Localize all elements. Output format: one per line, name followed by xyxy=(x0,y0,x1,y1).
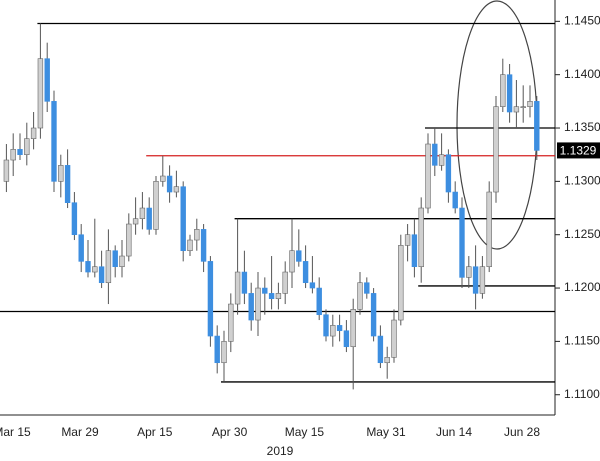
x-tick-label: May 15 xyxy=(285,425,325,439)
candle-body xyxy=(472,266,479,294)
candle-body xyxy=(139,207,146,220)
candle-body xyxy=(282,271,288,294)
candle-body xyxy=(330,325,336,337)
candle-body xyxy=(180,186,186,252)
candle-body xyxy=(398,245,404,321)
candle-body xyxy=(194,229,200,241)
candle-body xyxy=(268,293,275,300)
candle-body xyxy=(24,138,30,155)
x-axis-label: 2019 xyxy=(267,444,294,458)
candle-body xyxy=(404,234,411,246)
candle-body xyxy=(302,261,309,284)
candle-body xyxy=(534,101,540,151)
candle-body xyxy=(126,223,132,257)
x-tick-label: Mar 15 xyxy=(0,425,31,439)
candle-body xyxy=(438,154,445,166)
candle-body xyxy=(323,314,329,337)
candle-body xyxy=(479,266,486,294)
candle-body xyxy=(71,202,78,236)
candle-body xyxy=(377,335,384,364)
candle-body xyxy=(78,234,84,262)
candle-body xyxy=(262,287,268,294)
candle-body xyxy=(51,101,57,182)
candle-body xyxy=(275,293,282,300)
candle-body xyxy=(92,266,98,273)
candle-body xyxy=(98,266,105,284)
candle-body xyxy=(500,74,506,107)
y-tick-label: 1.1300 xyxy=(564,174,600,188)
candle-body xyxy=(466,266,472,278)
candle-body xyxy=(296,250,302,262)
y-tick-label: 1.1450 xyxy=(564,14,600,28)
candle-body xyxy=(520,106,526,108)
candle-body xyxy=(146,207,152,230)
candle-body xyxy=(241,271,248,294)
y-tick-label: 1.1350 xyxy=(564,120,600,134)
candle-body xyxy=(119,255,125,268)
candle-body xyxy=(527,101,533,107)
candle-body xyxy=(10,149,16,161)
candle-body xyxy=(391,319,397,358)
candle-body xyxy=(493,106,499,193)
y-tick-label: 1.1100 xyxy=(564,387,600,401)
candle-body xyxy=(58,165,64,182)
candle-body xyxy=(153,181,159,230)
candle-body xyxy=(255,287,261,321)
candle-body xyxy=(200,229,207,262)
candle-body xyxy=(248,293,254,321)
y-tick-label: 1.1150 xyxy=(564,334,600,348)
candle-body xyxy=(459,207,465,278)
candle-body xyxy=(30,127,37,139)
candle-body xyxy=(452,191,458,209)
candle-body xyxy=(17,149,23,155)
x-tick-label: Jun 14 xyxy=(436,425,472,439)
x-tick-label: Jun 28 xyxy=(504,425,540,439)
candle-body xyxy=(112,250,118,268)
candle-body xyxy=(289,250,295,273)
candle-body xyxy=(3,159,10,182)
candle-body xyxy=(364,282,370,294)
candle-body xyxy=(432,143,438,166)
candle-body xyxy=(350,309,356,348)
x-tick-label: Apr 15 xyxy=(137,425,173,439)
candle-body xyxy=(187,239,193,252)
candle-body xyxy=(221,341,227,364)
candle-body xyxy=(132,218,139,225)
candle-body xyxy=(445,154,452,193)
candle-body xyxy=(160,175,166,182)
candle-body xyxy=(166,175,173,193)
candle-body xyxy=(513,106,520,113)
candle-body xyxy=(105,250,112,284)
candle-body xyxy=(44,58,50,102)
x-tick-label: Apr 30 xyxy=(212,425,248,439)
candle-body xyxy=(343,330,350,348)
last-price-label: 1.1329 xyxy=(560,144,597,158)
candle-body xyxy=(506,74,513,113)
candle-body xyxy=(64,165,71,203)
candle-body xyxy=(357,282,363,310)
candle-body xyxy=(336,325,343,332)
candle-body xyxy=(37,58,44,129)
last-price-box xyxy=(557,142,600,159)
y-tick-label: 1.1250 xyxy=(564,227,600,241)
x-tick-label: Mar 29 xyxy=(61,425,99,439)
candle-body xyxy=(384,357,390,364)
candle-body xyxy=(214,335,220,364)
candle-body xyxy=(228,303,234,342)
candle-body xyxy=(411,234,418,268)
candle-body xyxy=(425,143,431,209)
x-tick-label: May 31 xyxy=(366,425,406,439)
candle-body xyxy=(207,261,214,337)
y-tick-label: 1.1400 xyxy=(564,67,600,81)
candle-body xyxy=(418,207,424,268)
candle-body xyxy=(486,191,492,268)
candle-body xyxy=(309,282,316,289)
candle-body xyxy=(316,287,322,316)
y-tick-label: 1.1200 xyxy=(564,280,600,294)
candle-body xyxy=(173,186,180,193)
candle-body xyxy=(85,261,91,273)
candle-body xyxy=(234,271,241,305)
candle-body xyxy=(370,293,377,337)
